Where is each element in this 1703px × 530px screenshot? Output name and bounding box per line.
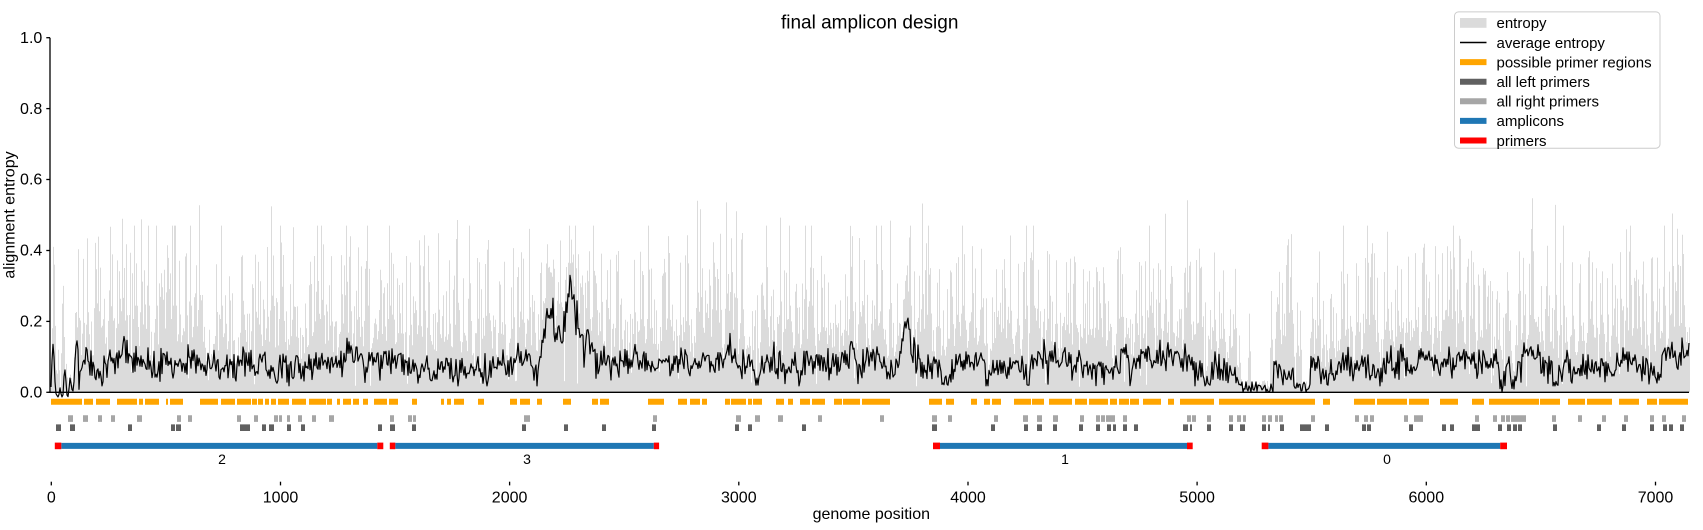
svg-text:1000: 1000 <box>263 490 299 507</box>
svg-text:0: 0 <box>47 490 56 507</box>
svg-text:possible primer regions: possible primer regions <box>1497 54 1652 71</box>
svg-text:4000: 4000 <box>950 490 986 507</box>
svg-text:0.0: 0.0 <box>20 385 42 402</box>
svg-text:genome position: genome position <box>813 506 930 523</box>
svg-text:1.0: 1.0 <box>20 30 42 47</box>
svg-text:primers: primers <box>1497 133 1547 150</box>
svg-text:5000: 5000 <box>1179 490 1215 507</box>
svg-text:final amplicon design: final amplicon design <box>781 13 958 34</box>
svg-text:all left primers: all left primers <box>1497 74 1590 91</box>
svg-text:2: 2 <box>218 451 226 467</box>
svg-text:alignment entropy: alignment entropy <box>2 151 19 278</box>
svg-text:0.2: 0.2 <box>20 314 42 331</box>
svg-text:amplicons: amplicons <box>1497 113 1565 130</box>
svg-text:1: 1 <box>1061 451 1069 467</box>
svg-text:0.6: 0.6 <box>20 172 42 189</box>
svg-text:0.4: 0.4 <box>20 243 42 260</box>
svg-text:7000: 7000 <box>1638 490 1674 507</box>
svg-text:3: 3 <box>523 451 531 467</box>
svg-text:0.8: 0.8 <box>20 101 42 118</box>
svg-text:6000: 6000 <box>1409 490 1445 507</box>
svg-text:entropy: entropy <box>1497 15 1548 32</box>
svg-text:2000: 2000 <box>492 490 528 507</box>
svg-text:average entropy: average entropy <box>1497 35 1606 52</box>
svg-text:0: 0 <box>1383 451 1391 467</box>
svg-text:all right primers: all right primers <box>1497 94 1600 111</box>
svg-text:3000: 3000 <box>721 490 757 507</box>
